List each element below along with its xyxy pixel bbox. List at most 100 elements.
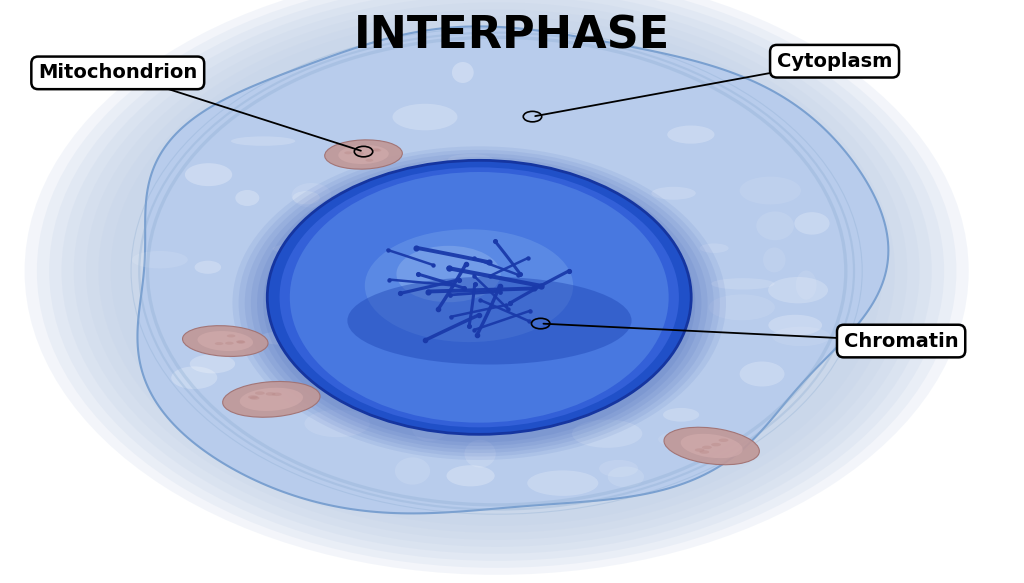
Ellipse shape — [237, 340, 246, 344]
Ellipse shape — [248, 395, 258, 399]
Ellipse shape — [526, 338, 548, 363]
Ellipse shape — [768, 277, 828, 303]
Ellipse shape — [272, 243, 340, 255]
Ellipse shape — [251, 157, 708, 449]
Ellipse shape — [763, 247, 785, 272]
Ellipse shape — [739, 361, 784, 387]
Ellipse shape — [189, 354, 236, 373]
Ellipse shape — [446, 465, 495, 486]
Ellipse shape — [373, 327, 438, 343]
Ellipse shape — [570, 349, 630, 368]
Ellipse shape — [572, 420, 642, 448]
Ellipse shape — [387, 269, 426, 294]
Ellipse shape — [709, 294, 775, 320]
Ellipse shape — [452, 62, 474, 83]
Ellipse shape — [222, 381, 321, 417]
Ellipse shape — [739, 177, 801, 205]
Ellipse shape — [61, 0, 932, 554]
Ellipse shape — [494, 243, 529, 267]
Ellipse shape — [182, 326, 268, 356]
Ellipse shape — [225, 342, 233, 345]
Ellipse shape — [668, 125, 715, 143]
Ellipse shape — [424, 164, 487, 176]
Ellipse shape — [322, 360, 348, 387]
Ellipse shape — [259, 332, 299, 345]
Ellipse shape — [599, 460, 638, 477]
Ellipse shape — [185, 163, 232, 186]
Ellipse shape — [651, 187, 695, 200]
Ellipse shape — [447, 154, 494, 166]
Ellipse shape — [98, 9, 895, 533]
Ellipse shape — [586, 319, 630, 343]
Ellipse shape — [231, 136, 295, 146]
Ellipse shape — [795, 212, 829, 234]
Ellipse shape — [171, 367, 217, 389]
Ellipse shape — [663, 408, 699, 422]
Ellipse shape — [49, 0, 944, 561]
Ellipse shape — [365, 229, 573, 342]
Ellipse shape — [701, 445, 712, 449]
Ellipse shape — [195, 261, 221, 274]
Ellipse shape — [237, 340, 245, 343]
Ellipse shape — [385, 240, 452, 266]
Ellipse shape — [587, 343, 610, 357]
Ellipse shape — [215, 342, 223, 345]
Polygon shape — [137, 26, 889, 514]
Ellipse shape — [236, 190, 259, 206]
Ellipse shape — [358, 354, 387, 371]
Ellipse shape — [681, 434, 742, 458]
Ellipse shape — [257, 160, 701, 446]
Ellipse shape — [395, 457, 430, 484]
Ellipse shape — [338, 145, 389, 164]
Ellipse shape — [772, 326, 830, 346]
Ellipse shape — [658, 430, 728, 449]
Ellipse shape — [694, 448, 705, 452]
Ellipse shape — [768, 315, 822, 336]
Ellipse shape — [527, 470, 598, 496]
Ellipse shape — [293, 191, 319, 205]
Ellipse shape — [646, 296, 688, 318]
Ellipse shape — [558, 384, 618, 396]
Ellipse shape — [699, 244, 729, 253]
Ellipse shape — [304, 410, 370, 437]
Ellipse shape — [267, 160, 691, 434]
Ellipse shape — [292, 183, 331, 208]
Ellipse shape — [271, 392, 282, 396]
Ellipse shape — [374, 149, 381, 152]
Ellipse shape — [74, 0, 920, 547]
Ellipse shape — [132, 251, 187, 268]
Ellipse shape — [417, 212, 474, 238]
Ellipse shape — [383, 387, 426, 402]
Ellipse shape — [227, 335, 236, 338]
Text: INTERPHASE: INTERPHASE — [354, 15, 670, 58]
Ellipse shape — [796, 271, 816, 300]
Ellipse shape — [37, 0, 956, 568]
Ellipse shape — [711, 443, 721, 447]
Ellipse shape — [530, 357, 578, 379]
Ellipse shape — [699, 450, 710, 454]
Ellipse shape — [664, 427, 760, 465]
Ellipse shape — [372, 148, 380, 151]
Ellipse shape — [280, 167, 679, 427]
Ellipse shape — [198, 331, 253, 351]
Ellipse shape — [232, 146, 726, 460]
Ellipse shape — [366, 159, 374, 161]
Ellipse shape — [465, 440, 496, 468]
Ellipse shape — [265, 392, 275, 396]
Ellipse shape — [250, 396, 259, 400]
Ellipse shape — [86, 2, 907, 540]
Ellipse shape — [418, 159, 488, 178]
Ellipse shape — [255, 391, 265, 395]
Ellipse shape — [607, 466, 644, 487]
Ellipse shape — [263, 164, 695, 442]
Ellipse shape — [240, 388, 303, 411]
Ellipse shape — [412, 414, 447, 441]
Ellipse shape — [396, 246, 501, 302]
Ellipse shape — [392, 104, 458, 131]
Text: Mitochondrion: Mitochondrion — [38, 64, 198, 82]
Ellipse shape — [325, 140, 402, 169]
Ellipse shape — [356, 152, 364, 155]
Ellipse shape — [348, 229, 383, 247]
Text: Chromatin: Chromatin — [844, 332, 958, 350]
Ellipse shape — [239, 150, 720, 456]
